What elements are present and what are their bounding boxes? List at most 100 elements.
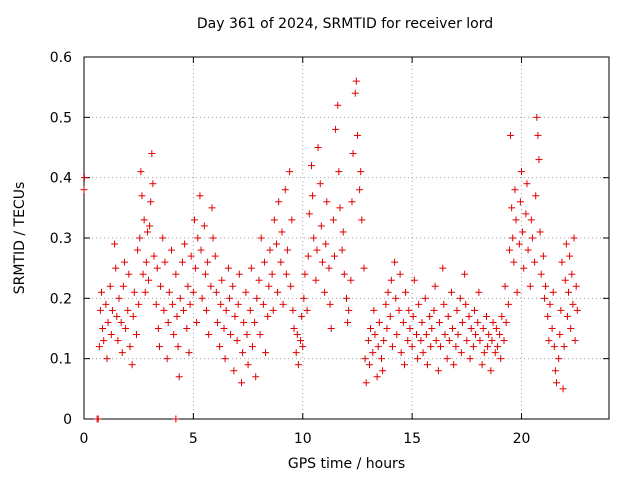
- data-point: [114, 337, 122, 345]
- data-point: [404, 337, 412, 345]
- data-point: [555, 355, 563, 363]
- data-point: [348, 198, 356, 206]
- data-point: [197, 246, 205, 254]
- data-point: [413, 331, 420, 339]
- data-point: [396, 270, 404, 278]
- data-point: [225, 294, 233, 302]
- data-point: [185, 349, 193, 357]
- data-point: [432, 337, 440, 345]
- data-point: [270, 216, 278, 224]
- data-point: [536, 228, 544, 236]
- x-tick-label: 10: [294, 431, 312, 447]
- data-point: [336, 204, 344, 212]
- data-point: [563, 312, 571, 320]
- data-point: [268, 270, 276, 278]
- data-point: [221, 355, 229, 363]
- data-point: [386, 312, 394, 320]
- data-point: [305, 210, 313, 218]
- x-tick-label: 20: [513, 431, 531, 447]
- data-point: [510, 258, 518, 266]
- data-point: [298, 312, 306, 320]
- data-point: [165, 288, 173, 296]
- data-point: [340, 270, 348, 278]
- data-point: [207, 282, 215, 290]
- data-point: [358, 216, 366, 224]
- data-point: [252, 373, 260, 381]
- data-point: [187, 252, 195, 260]
- data-point: [299, 343, 307, 351]
- data-point: [524, 246, 532, 254]
- data-point: [200, 222, 208, 230]
- data-point: [472, 331, 480, 339]
- data-point: [124, 306, 132, 314]
- data-point: [243, 331, 251, 339]
- data-point: [572, 282, 580, 290]
- data-point: [435, 318, 443, 326]
- data-point: [498, 312, 506, 320]
- data-point: [380, 337, 388, 345]
- data-point: [395, 306, 403, 314]
- data-point: [445, 337, 453, 345]
- data-point: [146, 222, 154, 230]
- y-axis-label: SRMTID / TECUs: [12, 181, 28, 295]
- data-point: [414, 355, 422, 363]
- data-point: [106, 282, 114, 290]
- data-point: [349, 150, 357, 158]
- data-point: [293, 331, 301, 339]
- data-point: [526, 282, 534, 290]
- data-point: [240, 318, 248, 326]
- data-point: [410, 276, 418, 284]
- data-point: [129, 312, 137, 320]
- data-point: [238, 379, 245, 387]
- data-point: [175, 373, 183, 381]
- data-point: [193, 318, 201, 326]
- data-point: [361, 355, 369, 363]
- data-point: [277, 258, 285, 266]
- data-point: [160, 306, 168, 314]
- data-point: [323, 198, 331, 206]
- data-point: [560, 343, 568, 351]
- data-point: [330, 252, 338, 260]
- data-point: [520, 264, 528, 272]
- data-point: [448, 288, 455, 296]
- data-point: [150, 252, 158, 260]
- data-point: [515, 240, 523, 248]
- data-point: [251, 318, 259, 326]
- data-point: [157, 282, 165, 290]
- data-point: [452, 343, 460, 351]
- data-point: [301, 270, 309, 278]
- data-point: [548, 325, 556, 332]
- data-point: [545, 337, 553, 345]
- data-point: [400, 361, 408, 369]
- y-tick-label: 0.3: [50, 231, 72, 247]
- data-point: [527, 216, 535, 224]
- data-point: [497, 355, 505, 363]
- data-point: [405, 306, 413, 314]
- data-point: [453, 306, 461, 314]
- data-point: [511, 186, 519, 194]
- data-point: [542, 282, 550, 290]
- data-point: [184, 282, 192, 290]
- data-point: [516, 198, 524, 206]
- data-point: [242, 288, 250, 296]
- data-point: [313, 246, 321, 254]
- y-tick-label: 0.1: [50, 352, 72, 368]
- data-point: [329, 216, 337, 224]
- data-point: [269, 306, 277, 314]
- data-point: [501, 282, 509, 290]
- x-tick-label: 5: [189, 431, 198, 447]
- data-point: [217, 300, 225, 308]
- data-point: [491, 349, 499, 357]
- data-point: [463, 337, 471, 345]
- data-point: [204, 258, 212, 266]
- data-point: [218, 276, 226, 284]
- data-point: [335, 168, 343, 176]
- data-point: [465, 312, 473, 320]
- data-point: [264, 312, 272, 320]
- data-point: [203, 306, 210, 314]
- data-point: [94, 415, 102, 423]
- data-point: [357, 168, 365, 176]
- data-point: [352, 77, 360, 85]
- x-tick-label: 15: [403, 431, 421, 447]
- data-point: [339, 228, 347, 236]
